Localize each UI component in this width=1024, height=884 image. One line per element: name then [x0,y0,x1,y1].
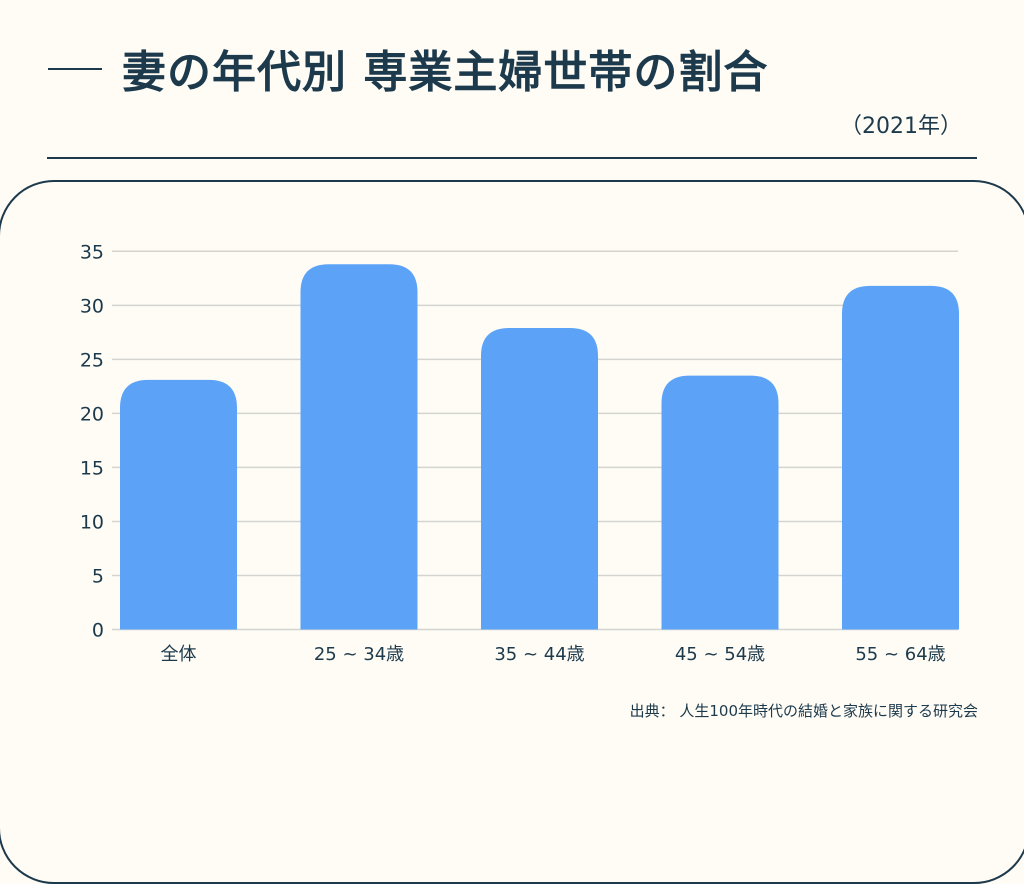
y-tick-label: 0 [92,620,104,642]
y-tick-label: 10 [80,511,104,533]
y-tick-label: 5 [92,565,104,587]
bar [481,328,598,630]
bar [300,264,418,630]
y-tick-label: 30 [80,295,104,317]
x-tick-label: 45 ~ 54歳 [675,644,765,665]
y-tick-label: 20 [80,403,104,425]
bar [842,285,959,630]
title-dash [48,68,102,70]
y-tick-label: 15 [80,457,104,479]
x-tick-label: 全体 [161,644,197,665]
bar [661,375,779,630]
bar-chart: 0 5 10 15 20 25 30 35 全体 25 ~ 34歳 35 ~ 44歳 45 ~ 54歳… [80,241,959,665]
divider [47,157,977,159]
page-title: 妻の年代別 専業主婦世帯の割合 [122,47,769,98]
source-note: 出典： 人生100年時代の結婚と家族に関する研究会 [629,702,978,720]
y-tick-label: 35 [80,241,104,263]
x-tick-label: 25 ~ 34歳 [314,644,404,665]
x-tick-label: 35 ~ 44歳 [494,644,584,665]
bar [120,379,237,630]
subtitle: （2021年） [840,114,962,139]
x-tick-label: 55 ~ 64歳 [855,644,945,665]
y-tick-label: 25 [80,349,104,371]
